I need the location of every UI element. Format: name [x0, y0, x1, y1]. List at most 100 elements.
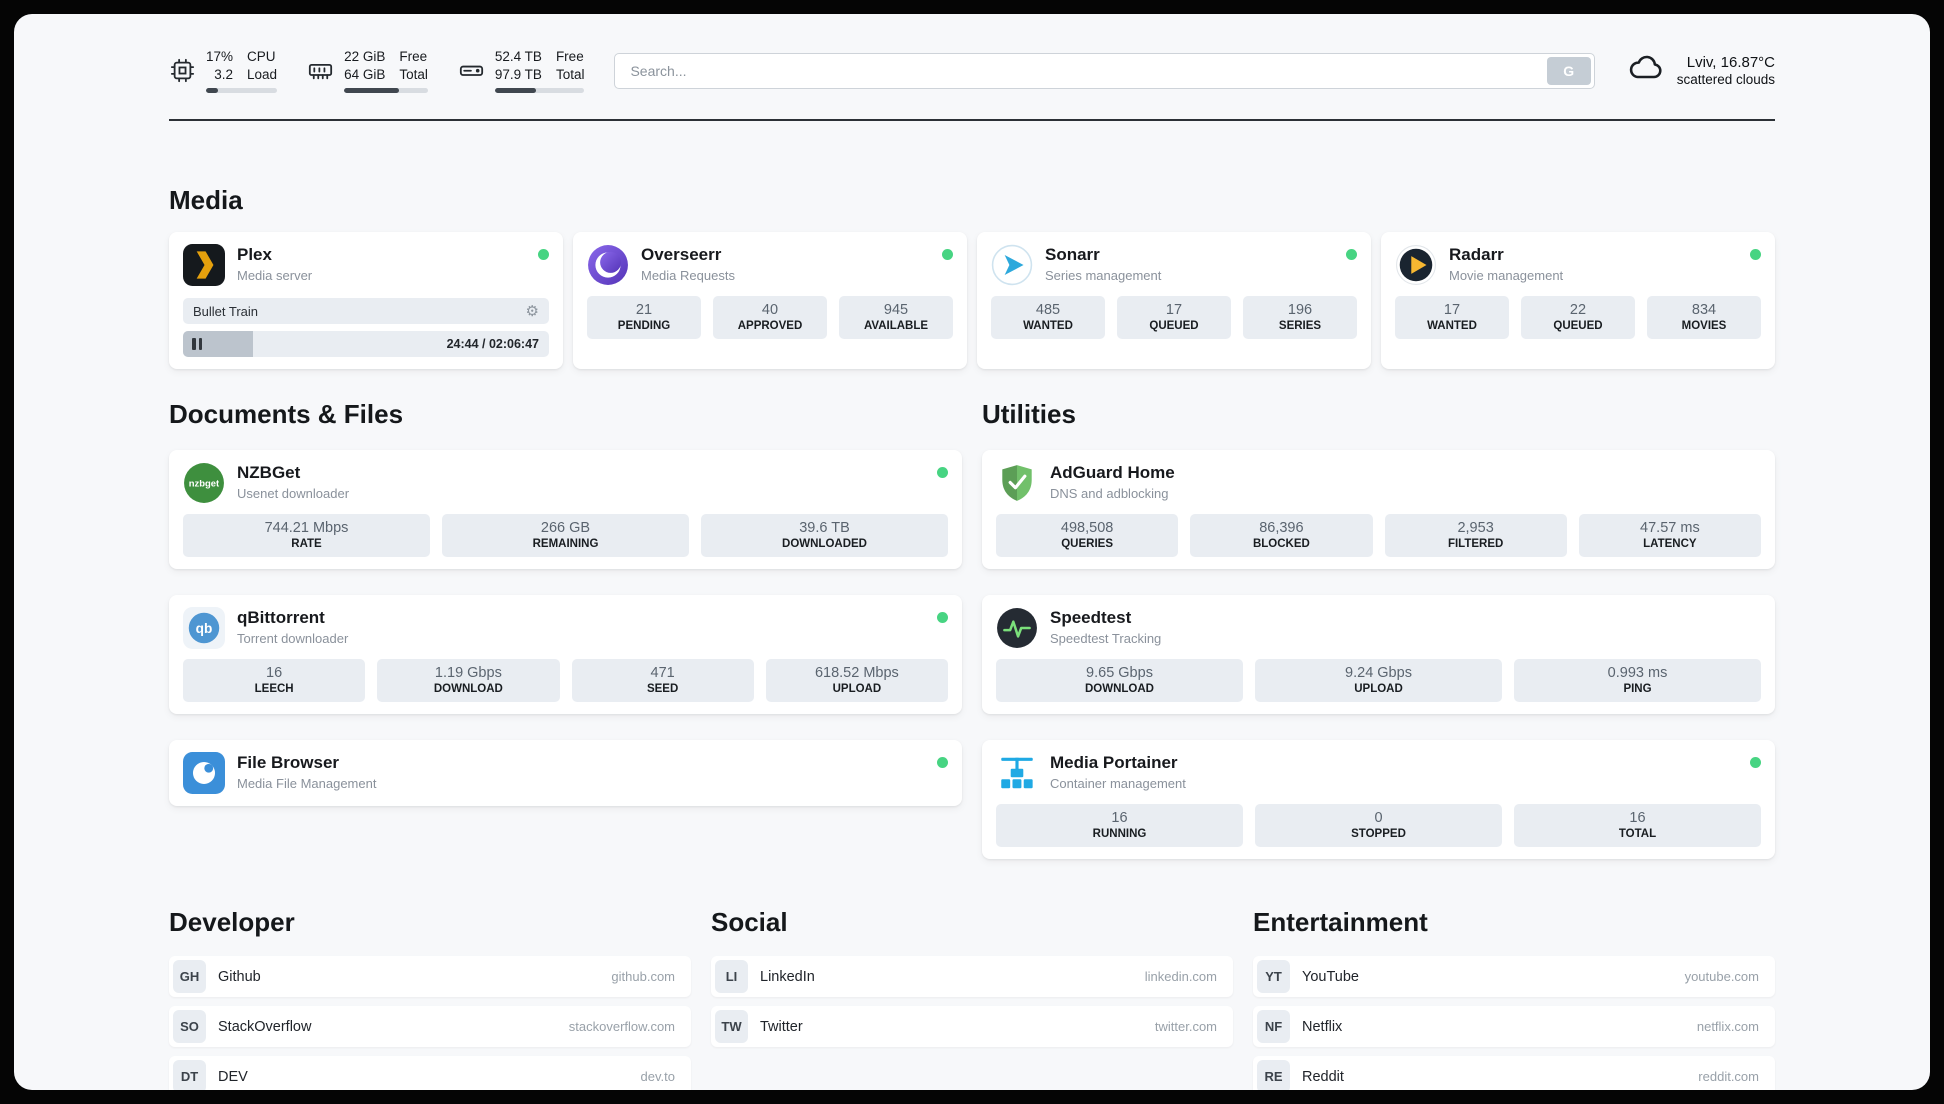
media-card-grid: Plex Media server Bullet Train ⚙ 24:44 /… [169, 232, 1775, 370]
cloud-icon [1625, 50, 1667, 91]
stat-rate: 744.21 Mbps RATE [183, 514, 430, 558]
status-dot [937, 612, 948, 624]
disk-usage-fill [494, 88, 537, 94]
bookmark-linkedin[interactable]: LI LinkedIn linkedin.com [711, 956, 1233, 998]
bookmark-twitter[interactable]: TW Twitter twitter.com [711, 1006, 1233, 1048]
bookmark-youtube[interactable]: YT YouTube youtube.com [1253, 956, 1775, 998]
app-card-nzbget[interactable]: nzbget NZBGet Usenet downloader 744.21 M… [169, 450, 962, 570]
ram-free-value: 22 GiB [344, 49, 386, 64]
dashboard-page: 17% 3.2 CPU Load [14, 14, 1930, 1090]
cpu-usage-bar [206, 88, 278, 94]
app-card-qbittorrent[interactable]: qb qBittorrent Torrent downloader 16 LEE… [169, 595, 962, 715]
weather-condition: scattered clouds [1676, 72, 1775, 88]
status-dot [1750, 249, 1761, 261]
now-playing-title: Bullet Train [193, 303, 259, 319]
stat-ping: 0.993 ms PING [1514, 659, 1761, 703]
app-subtitle: Media Requests [641, 268, 735, 284]
app-name: Plex [237, 245, 272, 265]
status-dot [937, 757, 948, 769]
weather-widget: Lviv, 16.87°C scattered clouds [1625, 50, 1775, 91]
disk-free-label: Free [555, 49, 584, 64]
pause-icon[interactable] [192, 338, 202, 351]
nzbget-icon: nzbget [183, 462, 225, 504]
app-card-sonarr[interactable]: Sonarr Series management 485 WANTED 17 Q… [977, 232, 1371, 370]
app-name: qBittorrent [237, 608, 325, 628]
bookmark-dev[interactable]: DT DEV dev.to [169, 1056, 691, 1090]
search-input[interactable] [618, 62, 1547, 79]
gear-icon[interactable]: ⚙ [525, 302, 539, 320]
stat-approved: 40 APPROVED [713, 296, 827, 340]
app-name: Speedtest [1050, 608, 1132, 628]
stat-download: 1.19 Gbps DOWNLOAD [377, 659, 560, 703]
now-playing-progress-bar: 24:44 / 02:06:47 [183, 331, 549, 358]
section-title-developer: Developer [169, 907, 295, 938]
stat-filtered: 2,953 FILTERED [1384, 514, 1567, 558]
stat-queued: 17 QUEUED [1117, 296, 1231, 340]
stat-latency: 47.57 ms LATENCY [1578, 514, 1761, 558]
stat-upload: 618.52 Mbps UPLOAD [765, 659, 948, 703]
section-utilities: Utilities AdGuard Home [982, 399, 1775, 860]
app-card-filebrowser[interactable]: File Browser Media File Management [169, 740, 962, 807]
disk-icon [458, 57, 485, 84]
bookmark-github[interactable]: GH Github github.com [169, 956, 691, 998]
search-engine-button[interactable]: G [1546, 56, 1591, 85]
status-dot [942, 249, 953, 261]
top-bar: 17% 3.2 CPU Load [169, 48, 1775, 94]
stat-blocked: 86,396 BLOCKED [1190, 514, 1373, 558]
playback-time: 24:44 / 02:06:47 [446, 337, 539, 352]
qbittorrent-icon: qb [183, 607, 225, 650]
cpu-value: 17% [206, 49, 234, 64]
bookmark-reddit[interactable]: RE Reddit reddit.com [1253, 1056, 1775, 1090]
app-card-radarr[interactable]: Radarr Movie management 17 WANTED 22 QUE… [1381, 232, 1775, 370]
now-playing-title-bar: Bullet Train ⚙ [183, 298, 549, 325]
stat-wanted: 17 WANTED [1395, 296, 1509, 340]
section-title-social: Social [711, 907, 788, 938]
bookmark-stackoverflow[interactable]: SO StackOverflow stackoverflow.com [169, 1006, 691, 1048]
stat-queued: 22 QUEUED [1521, 296, 1635, 340]
cpu-label: CPU [247, 49, 276, 64]
app-subtitle: Media server [237, 268, 313, 284]
search-bar[interactable]: G [614, 52, 1595, 89]
radarr-icon [1395, 244, 1437, 286]
disk-free-value: 52.4 TB [494, 49, 542, 64]
weather-location: Lviv, 16.87°C [1686, 54, 1775, 72]
app-card-portainer[interactable]: Media Portainer Container management 16 … [982, 740, 1775, 860]
app-name: NZBGet [237, 463, 301, 483]
bookmark-netflix[interactable]: NF Netflix netflix.com [1253, 1006, 1775, 1048]
disk-widget: 52.4 TB 97.9 TB Free Total [458, 48, 585, 94]
ram-total-label: Total [399, 66, 428, 82]
bookmark-badge: YT [1257, 960, 1290, 994]
app-card-speedtest[interactable]: Speedtest Speedtest Tracking 9.65 Gbps D… [982, 595, 1775, 715]
stat-download: 9.65 Gbps DOWNLOAD [996, 659, 1243, 703]
ram-usage-bar [344, 88, 428, 94]
ram-free-label: Free [399, 49, 428, 64]
app-name: Sonarr [1045, 245, 1100, 265]
app-name: Media Portainer [1050, 753, 1178, 773]
bookmark-badge: GH [173, 960, 206, 994]
status-dot [1346, 249, 1357, 261]
app-card-overseerr[interactable]: Overseerr Media Requests 21 PENDING 40 A… [573, 232, 967, 370]
app-card-adguard[interactable]: AdGuard Home DNS and adblocking 498,508 … [982, 450, 1775, 570]
stat-upload: 9.24 Gbps UPLOAD [1255, 659, 1502, 703]
status-dot [937, 467, 948, 479]
stat-running: 16 RUNNING [996, 804, 1243, 848]
app-subtitle: Series management [1045, 268, 1162, 284]
section-entertainment: Entertainment YT YouTube youtube.com NF … [1253, 907, 1775, 1090]
stat-movies: 834 MOVIES [1647, 296, 1761, 340]
cpu-widget: 17% 3.2 CPU Load [169, 48, 278, 94]
app-subtitle: Speedtest Tracking [1050, 631, 1162, 647]
ram-widget: 22 GiB 64 GiB Free Total [307, 48, 428, 94]
app-subtitle: Container management [1050, 776, 1186, 792]
app-name: Overseerr [641, 245, 722, 265]
status-dot [538, 249, 549, 261]
stat-stopped: 0 STOPPED [1255, 804, 1502, 848]
svg-text:nzbget: nzbget [189, 479, 220, 490]
app-subtitle: Torrent downloader [237, 631, 349, 647]
app-subtitle: DNS and adblocking [1050, 486, 1169, 502]
app-card-plex[interactable]: Plex Media server Bullet Train ⚙ 24:44 /… [169, 232, 563, 370]
disk-total-label: Total [555, 66, 585, 82]
app-name: Radarr [1449, 245, 1504, 265]
ram-total-value: 64 GiB [344, 66, 386, 82]
bookmark-badge: SO [173, 1010, 206, 1044]
sonarr-icon [991, 244, 1033, 286]
